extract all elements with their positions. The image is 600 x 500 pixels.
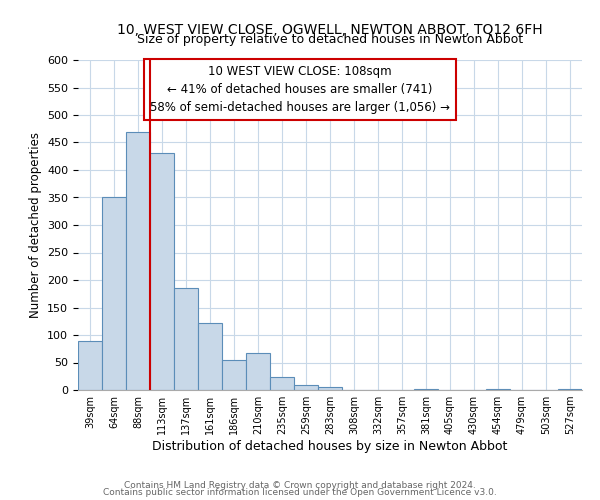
- Text: 10 WEST VIEW CLOSE: 108sqm
← 41% of detached houses are smaller (741)
58% of sem: 10 WEST VIEW CLOSE: 108sqm ← 41% of deta…: [150, 65, 450, 114]
- Bar: [150, 154, 174, 390]
- Bar: [78, 340, 102, 390]
- Bar: [558, 389, 582, 390]
- Bar: [174, 288, 198, 390]
- Y-axis label: Number of detached properties: Number of detached properties: [29, 132, 41, 318]
- Bar: [294, 384, 318, 390]
- Bar: [414, 389, 438, 390]
- X-axis label: Distribution of detached houses by size in Newton Abbot: Distribution of detached houses by size …: [152, 440, 508, 453]
- Text: Size of property relative to detached houses in Newton Abbot: Size of property relative to detached ho…: [137, 32, 523, 46]
- Bar: [270, 378, 294, 390]
- Bar: [102, 198, 126, 390]
- Bar: [126, 132, 150, 390]
- Bar: [246, 353, 270, 390]
- Bar: [318, 387, 342, 390]
- Bar: [222, 360, 246, 390]
- Text: Contains public sector information licensed under the Open Government Licence v3: Contains public sector information licen…: [103, 488, 497, 497]
- Text: Contains HM Land Registry data © Crown copyright and database right 2024.: Contains HM Land Registry data © Crown c…: [124, 480, 476, 490]
- Bar: [486, 389, 510, 390]
- Bar: [198, 323, 222, 390]
- Text: 10, WEST VIEW CLOSE, OGWELL, NEWTON ABBOT, TQ12 6FH: 10, WEST VIEW CLOSE, OGWELL, NEWTON ABBO…: [117, 22, 543, 36]
